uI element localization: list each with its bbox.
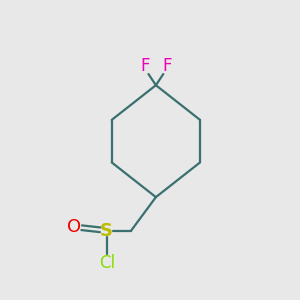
Text: S: S	[100, 222, 113, 240]
Text: F: F	[162, 57, 172, 75]
Text: O: O	[67, 218, 81, 236]
Text: Cl: Cl	[99, 254, 115, 272]
Text: F: F	[140, 57, 149, 75]
